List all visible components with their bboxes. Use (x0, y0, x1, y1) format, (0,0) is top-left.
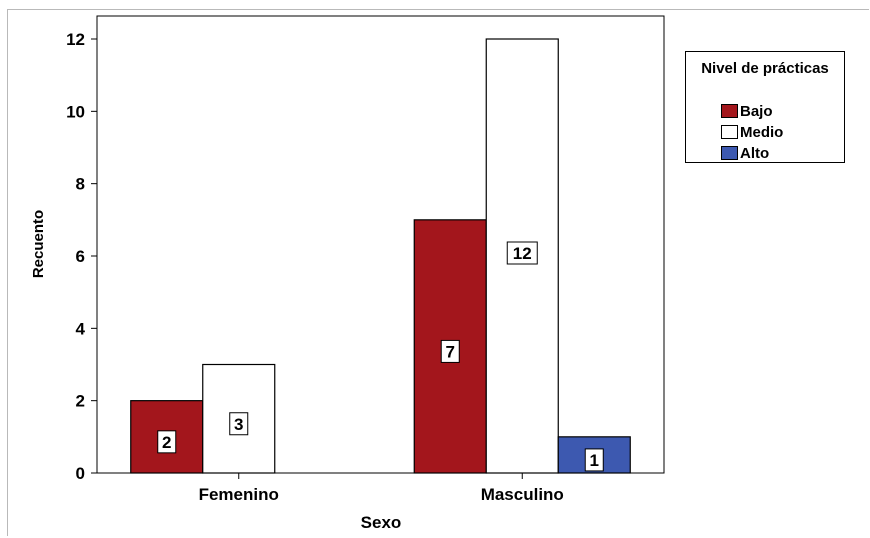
y-tick-label: 2 (76, 392, 85, 411)
x-axis: Femenino Masculino (199, 473, 564, 504)
data-labels: 2 3 7 12 1 (157, 241, 604, 472)
data-label: 2 (162, 433, 171, 452)
x-tick-label: Masculino (481, 485, 564, 504)
data-label: 3 (234, 415, 243, 434)
legend-title: Nivel de prácticas (701, 60, 829, 77)
plot-area (96, 15, 665, 474)
x-axis-title: Sexo (361, 513, 402, 532)
y-tick-label: 12 (66, 30, 85, 49)
legend-swatch (721, 146, 738, 160)
legend-item: Bajo (721, 102, 773, 120)
data-label: 1 (590, 451, 599, 470)
y-tick-label: 4 (76, 319, 86, 338)
legend: Nivel de prácticas Bajo Medio Alto (685, 51, 845, 163)
legend-swatch (721, 104, 738, 118)
y-tick-label: 10 (66, 102, 85, 121)
data-label-box (506, 241, 538, 265)
legend-swatch (721, 125, 738, 139)
x-tick-label: Femenino (199, 485, 279, 504)
legend-label: Alto (740, 144, 770, 162)
legend-item: Alto (721, 144, 770, 162)
chart-frame (7, 9, 869, 536)
data-label: 7 (446, 342, 455, 361)
legend-item: Medio (721, 123, 784, 141)
data-label: 12 (513, 244, 532, 263)
legend-label: Bajo (740, 102, 773, 120)
y-tick-label: 0 (76, 464, 85, 483)
y-axis: 0 2 4 6 8 10 12 (66, 30, 97, 483)
data-label-box (584, 448, 604, 472)
y-axis-title: Recuento (30, 210, 47, 278)
data-label-box (229, 412, 249, 436)
data-label-box (157, 430, 177, 454)
legend-label: Medio (740, 123, 784, 141)
y-tick-label: 6 (76, 247, 85, 266)
y-tick-label: 8 (76, 175, 85, 194)
data-label-box (440, 339, 460, 363)
